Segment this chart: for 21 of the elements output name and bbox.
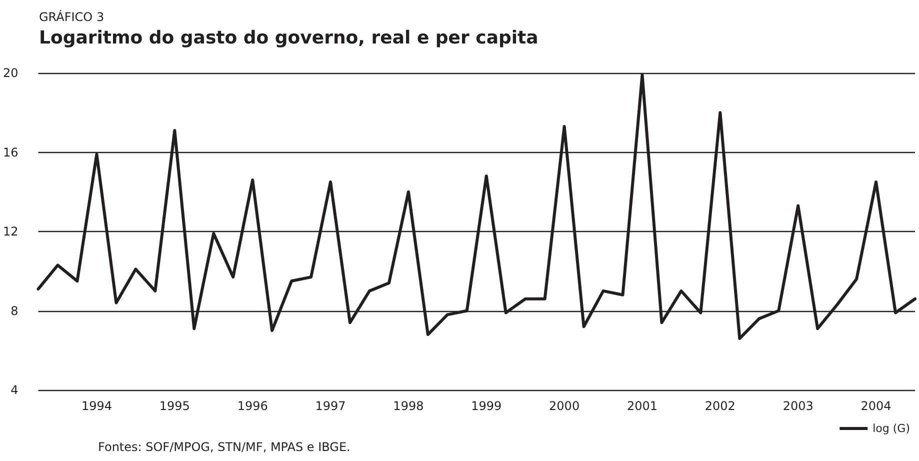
y-tick-label: 4	[10, 383, 18, 397]
x-tick-label: 2002	[704, 399, 736, 413]
x-tick-label: 1994	[81, 399, 112, 413]
x-tick-label: 1996	[237, 399, 268, 413]
x-tick-label: 1999	[471, 399, 502, 413]
x-tick-label: 2004	[860, 399, 892, 413]
y-tick-label: 12	[2, 224, 18, 238]
line-series	[36, 73, 916, 340]
x-tick-label: 1997	[315, 399, 346, 413]
x-tick-label: 2001	[626, 399, 658, 413]
chart-subtitle: GRÁFICO 3	[39, 9, 104, 24]
y-tick-label: 20	[2, 66, 18, 80]
legend-label: log (G)	[872, 422, 910, 435]
x-tick-label: 1998	[393, 399, 424, 413]
chart-title: Logaritmo do gasto do governo, real e per capita	[39, 28, 538, 48]
y-tick-label: 8	[10, 304, 18, 318]
x-tick-label: 2000	[549, 399, 580, 413]
x-tick-label: 1995	[159, 399, 190, 413]
y-tick-label: 16	[2, 145, 18, 160]
x-tick-label: 2003	[782, 399, 814, 413]
text: Fontes: SOF/MPOG, STN/MF, MPAS e IBGE.	[98, 440, 350, 454]
